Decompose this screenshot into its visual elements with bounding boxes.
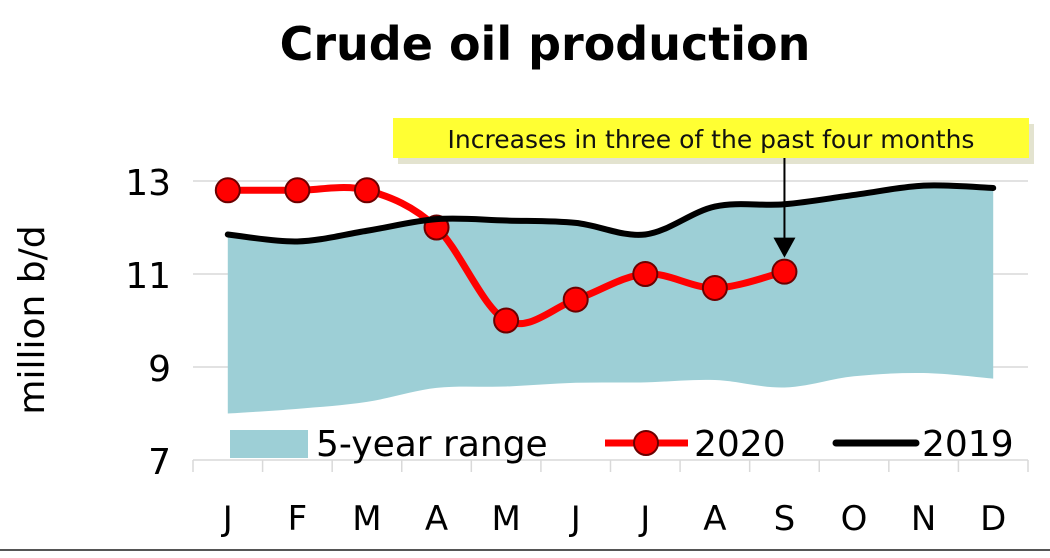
x-tick-label: M (491, 499, 520, 539)
data-point-2020 (771, 258, 798, 285)
annotation-text: Increases in three of the past four mont… (448, 125, 975, 154)
x-tick-label: J (638, 499, 650, 539)
x-tick-label: M (352, 499, 381, 539)
data-point-2020 (562, 286, 589, 313)
legend-label-2020: 2020 (694, 424, 786, 465)
data-point-2020 (701, 274, 728, 301)
x-tick-label: A (703, 499, 726, 539)
y-tick-label: 11 (125, 256, 171, 297)
data-point-2020 (284, 177, 311, 204)
y-axis-label: million b/d (12, 225, 53, 414)
legend-swatch-range (230, 430, 308, 458)
y-tick-label: 7 (148, 442, 171, 483)
x-tick-label: J (221, 499, 233, 539)
x-tick-label: O (841, 499, 868, 539)
legend-label-range: 5-year range (316, 424, 548, 465)
x-tick-label: N (911, 499, 936, 539)
range-area (227, 186, 994, 414)
series-line-2019 (224, 182, 997, 245)
legend-label-2019: 2019 (922, 424, 1014, 465)
x-tick-label: S (774, 499, 796, 539)
x-tick-label: A (425, 499, 448, 539)
data-point-2020 (632, 261, 659, 287)
chart-title: Crude oil production (280, 17, 811, 71)
annotation-arrow-head (773, 237, 796, 258)
legend-marker-2020 (633, 430, 659, 456)
data-point-2020 (214, 177, 241, 204)
data-point-2020 (493, 307, 520, 334)
y-tick-label: 9 (148, 349, 171, 390)
x-tick-label: J (569, 499, 581, 539)
y-tick-label: 13 (125, 163, 171, 204)
data-point-2020 (353, 177, 380, 204)
annotation-box (393, 118, 1029, 158)
x-tick-label: F (288, 499, 308, 539)
x-tick-label: D (980, 499, 1006, 539)
